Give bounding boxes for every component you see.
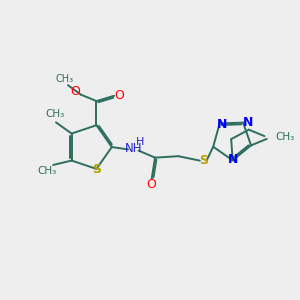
Text: O: O (70, 85, 80, 98)
Text: N: N (227, 153, 238, 166)
Text: S: S (92, 163, 101, 176)
Text: N: N (217, 118, 228, 131)
Text: N: N (243, 116, 254, 128)
Text: O: O (114, 89, 124, 102)
Text: CH₃: CH₃ (276, 131, 295, 142)
Text: CH₃: CH₃ (56, 74, 74, 84)
Text: S: S (199, 154, 208, 167)
Text: CH₃: CH₃ (46, 109, 65, 119)
Text: O: O (147, 178, 157, 191)
Text: NH: NH (125, 142, 142, 155)
Text: CH₃: CH₃ (37, 167, 56, 176)
Text: H: H (136, 137, 144, 147)
